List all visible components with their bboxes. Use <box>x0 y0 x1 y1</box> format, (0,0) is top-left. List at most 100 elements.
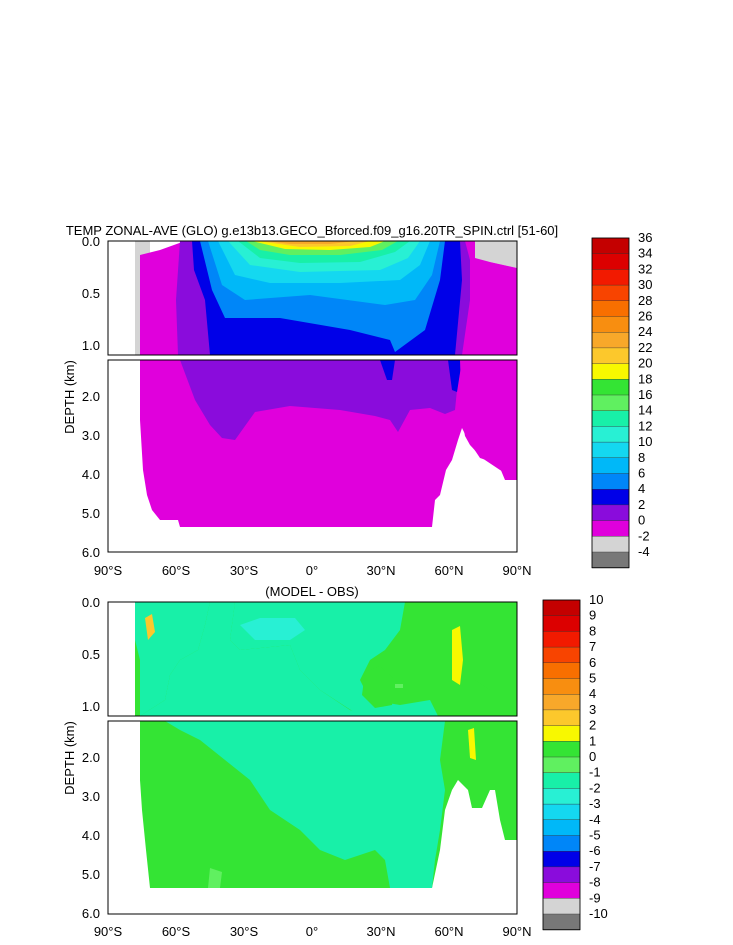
colorbar-swatch-2-8 <box>542 725 581 742</box>
colorbar-swatch-1-2 <box>591 269 630 286</box>
colorbar-swatch-2-4 <box>542 662 581 679</box>
colorbar-swatch-1-16 <box>591 489 630 506</box>
colorbar-label-1-2: 32 <box>638 261 652 276</box>
colorbar-label-2-18: -8 <box>589 875 601 890</box>
colorbar-swatch-2-5 <box>542 678 581 695</box>
colorbar-swatch-1-1 <box>591 253 630 270</box>
colorbar-label-1-13: 10 <box>638 434 652 449</box>
plot2-title: (MODEL - OBS) <box>265 584 358 599</box>
colorbar-swatch-1-9 <box>591 379 630 396</box>
colorbar-label-2-16: -6 <box>589 843 601 858</box>
plot1-xtick-3: 0° <box>306 563 318 578</box>
colorbar-label-1-9: 18 <box>638 371 652 386</box>
colorbar-swatch-1-4 <box>591 300 630 317</box>
plot2-ytick-0: 0.0 <box>82 595 100 610</box>
colorbar-swatch-2-17 <box>542 866 581 884</box>
plot2-xtick-0: 90°S <box>94 924 123 939</box>
colorbar-swatch-2-12 <box>542 788 581 805</box>
plot2-ytick-3: 2.0 <box>82 750 100 765</box>
plot2-lower-field <box>140 721 517 888</box>
colorbar-swatch-1-6 <box>591 332 630 349</box>
colorbar-swatch-2-19 <box>542 898 581 915</box>
colorbar-label-1-7: 22 <box>638 340 652 355</box>
colorbar-swatch-2-16 <box>542 851 581 868</box>
plot2-upper-frame <box>107 601 518 717</box>
colorbar-label-2-8: 2 <box>589 718 596 733</box>
colorbar-label-2-14: -4 <box>589 812 601 827</box>
colorbar-label-2-19: -9 <box>589 890 601 905</box>
plot1-lower-frame <box>107 359 518 553</box>
plot1-xtick-6: 90°N <box>502 563 531 578</box>
colorbar-swatch-2-3 <box>542 646 581 664</box>
plot1-xtick-0: 90°S <box>94 563 123 578</box>
plot1-title: TEMP ZONAL-AVE (GLO) g.e13b13.GECO_Bforc… <box>66 223 558 238</box>
colorbar-label-1-19: -2 <box>638 528 650 543</box>
colorbar-label-2-0: 10 <box>589 592 603 607</box>
colorbar-label-2-2: 8 <box>589 623 596 638</box>
plot1-ylabel: DEPTH (km) <box>62 360 77 434</box>
colorbar-label-1-1: 34 <box>638 246 652 261</box>
plot1-upper-field <box>135 241 517 355</box>
colorbar-label-2-7: 3 <box>589 702 596 717</box>
colorbar-label-2-17: -7 <box>589 859 601 874</box>
plot1-xticks: 90°S 60°S 30°S 0° 30°N 60°N 90°N <box>94 563 532 578</box>
colorbar-frame-2 <box>542 599 581 931</box>
plot2-ytick-1: 0.5 <box>82 647 100 662</box>
colorbar-label-2-5: 5 <box>589 671 596 686</box>
colorbar-swatch-2-18 <box>542 882 581 899</box>
colorbar-swatch-1-11 <box>591 410 630 427</box>
colorbar-label-2-15: -5 <box>589 828 601 843</box>
colorbar-swatch-2-14 <box>542 819 581 836</box>
colorbar-swatch-1-14 <box>591 457 630 474</box>
colorbar-label-2-1: 9 <box>589 608 596 623</box>
plot2-xtick-1: 60°S <box>162 924 191 939</box>
colorbar-label-2-20: -10 <box>589 906 608 921</box>
plot2-xtick-6: 90°N <box>502 924 531 939</box>
colorbar-label-2-4: 6 <box>589 655 596 670</box>
colorbar-swatch-2-13 <box>542 803 581 821</box>
plot1-ytick-2: 1.0 <box>82 338 100 353</box>
plot2-ytick-2: 1.0 <box>82 699 100 714</box>
plot2-xtick-5: 60°N <box>434 924 463 939</box>
colorbar-label-1-12: 12 <box>638 418 652 433</box>
colorbar-label-1-5: 26 <box>638 309 652 324</box>
colorbar-label-1-16: 4 <box>638 481 645 496</box>
colorbar-swatch-1-20 <box>591 551 630 569</box>
colorbar-swatch-1-0 <box>591 237 630 255</box>
colorbar-label-2-6: 4 <box>589 686 596 701</box>
colorbar-label-2-9: 1 <box>589 733 596 748</box>
plot2-ytick-7: 6.0 <box>82 906 100 921</box>
plot1-xtick-4: 30°N <box>366 563 395 578</box>
colorbar-label-1-11: 14 <box>638 403 652 418</box>
colorbar-label-1-4: 28 <box>638 293 652 308</box>
plot1-ytick-3: 2.0 <box>82 389 100 404</box>
plot1-ytick-6: 5.0 <box>82 506 100 521</box>
colorbar-label-1-18: 0 <box>638 513 645 528</box>
plot1-upper-frame <box>107 240 518 356</box>
colorbar-label-1-8: 20 <box>638 356 652 371</box>
colorbar-swatch-2-0 <box>542 599 581 617</box>
colorbar-label-1-6: 24 <box>638 324 652 339</box>
colorbar-swatch-1-5 <box>591 316 630 333</box>
plot1-ytick-0: 0.0 <box>82 234 100 249</box>
colorbar-label-1-0: 36 <box>638 230 652 245</box>
colorbar-swatch-2-20 <box>542 913 581 931</box>
colorbar-swatch-2-11 <box>542 772 581 789</box>
colorbar-swatch-2-7 <box>542 709 581 727</box>
colorbar-label-1-17: 2 <box>638 497 645 512</box>
colorbar-swatch-1-15 <box>591 473 630 490</box>
colorbar-label-2-11: -1 <box>589 765 601 780</box>
colorbar-swatch-1-17 <box>591 504 630 522</box>
colorbar-swatch-1-18 <box>591 520 630 537</box>
plot1-xtick-5: 60°N <box>434 563 463 578</box>
plot2-xtick-2: 30°S <box>230 924 259 939</box>
plot2-xtick-3: 0° <box>306 924 318 939</box>
plot1-xtick-1: 60°S <box>162 563 191 578</box>
plot1-yticks: 0.0 0.5 1.0 2.0 3.0 4.0 5.0 6.0 <box>82 234 100 560</box>
colorbar-swatch-2-2 <box>542 631 581 648</box>
plot1-ytick-1: 0.5 <box>82 286 100 301</box>
colorbar-label-1-20: -4 <box>638 544 650 559</box>
colorbar-swatch-1-19 <box>591 536 630 553</box>
